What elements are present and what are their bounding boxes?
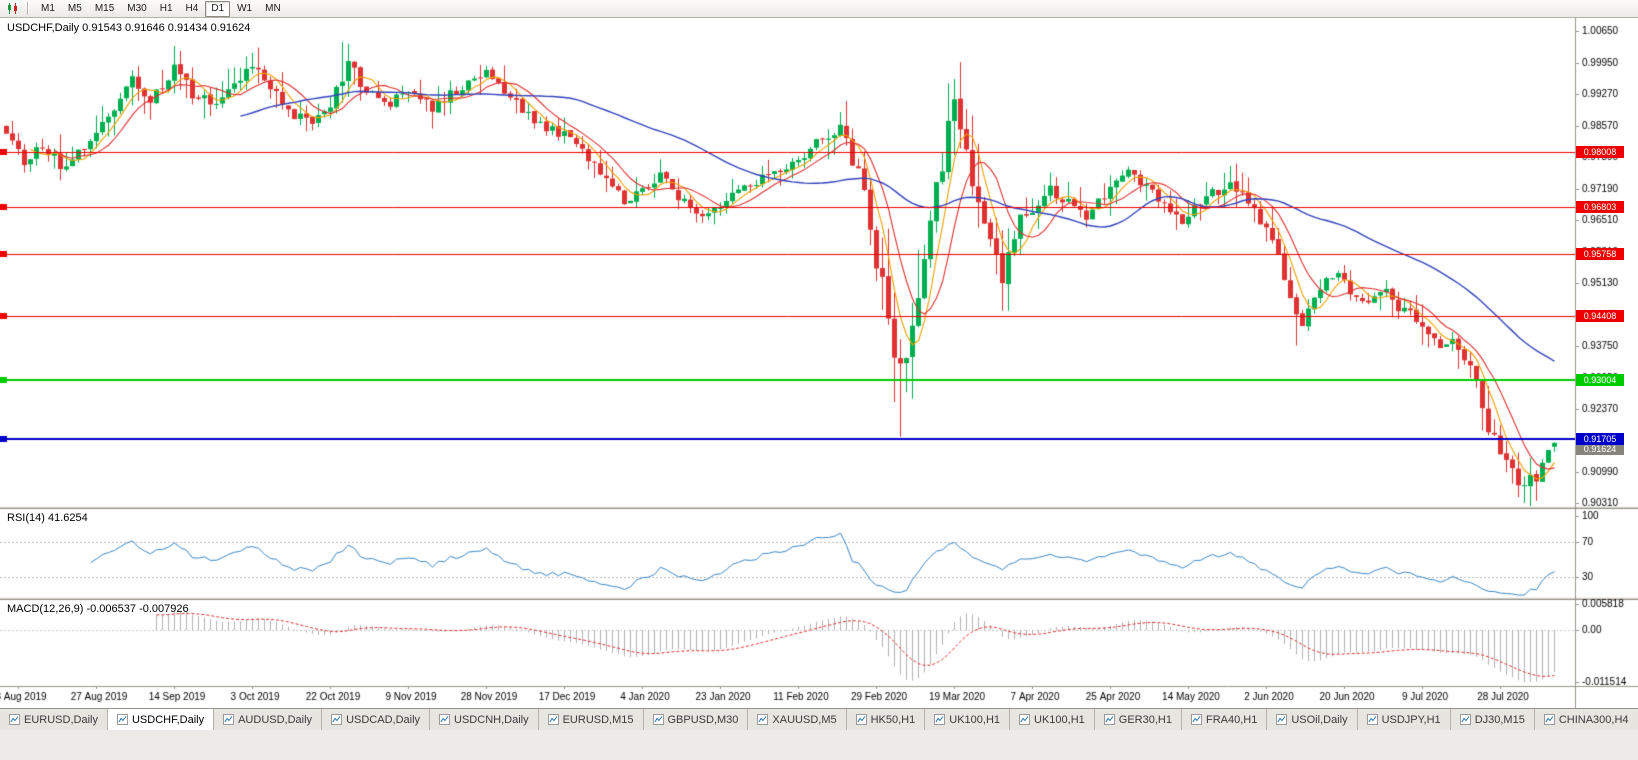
- chart-tab-hk50-h1[interactable]: HK50,H1: [846, 709, 926, 730]
- tab-label: USDCHF,Daily: [131, 713, 205, 726]
- tab-label: XAUUSD,M5: [772, 713, 837, 726]
- tab-label: UK100,H1: [949, 713, 1001, 726]
- price-level-label-0.91705: 0.91705: [1576, 433, 1624, 446]
- tab-label: UK100,H1: [1034, 713, 1085, 726]
- tab-label: DJ30,M15: [1474, 713, 1525, 726]
- price-level-label-0.93004: 0.93004: [1576, 374, 1624, 387]
- chart-tab-gbpusd-m30[interactable]: GBPUSD,M30: [643, 709, 749, 730]
- rsi-label: RSI(14) 41.6254: [7, 512, 88, 524]
- chart-tab-audusd-daily[interactable]: AUDUSD,Daily: [214, 709, 323, 730]
- tab-label: FRA40,H1: [1205, 713, 1258, 726]
- tab-label: GBPUSD,M30: [667, 713, 739, 726]
- status-bar: [0, 730, 1638, 760]
- timeframe-buttons: M1 M5 M15 M30 H1 H4 D1 W1 MN: [35, 0, 287, 17]
- mini-chart-icon: [1019, 714, 1031, 725]
- tab-label: USDCNH,Daily: [454, 713, 529, 726]
- mini-chart-icon: [1366, 714, 1378, 725]
- macd-label: MACD(12,26,9) -0.006537 -0.007926: [7, 603, 189, 615]
- timeframe-button-m1[interactable]: M1: [41, 2, 55, 14]
- mini-chart-icon: [9, 714, 20, 725]
- mini-chart-icon: [223, 714, 235, 725]
- mini-chart-icon: [1276, 714, 1288, 725]
- toolbar-separator: [27, 2, 29, 15]
- current-price-label: 0.91624: [1576, 443, 1624, 456]
- mini-chart-icon: [547, 714, 559, 725]
- tab-label: AUDUSD,Daily: [238, 713, 313, 726]
- tab-label: HK50,H1: [870, 713, 916, 726]
- tab-label: EURUSD,M15: [562, 713, 634, 726]
- timeframe-button-m30[interactable]: M30: [127, 2, 147, 14]
- chart-tab-dj30-m15[interactable]: DJ30,M15: [1450, 709, 1535, 730]
- chart-tab-usdcnh-daily[interactable]: USDCNH,Daily: [430, 709, 539, 730]
- timeframes-toolbar: M1 M5 M15 M30 H1 H4 D1 W1 MN: [0, 0, 1638, 18]
- mini-chart-icon: [1103, 714, 1115, 725]
- chart-tab-xauusd-m5[interactable]: XAUUSD,M5: [748, 709, 847, 730]
- mini-chart-icon: [1190, 714, 1202, 725]
- chart-tab-usdchf-daily[interactable]: USDCHF,Daily: [107, 709, 215, 730]
- mini-chart-icon: [331, 714, 343, 725]
- chart-tab-china300-h4[interactable]: CHINA300,H4: [1534, 709, 1638, 730]
- chart-tab-eurusd-m15[interactable]: EURUSD,M15: [538, 709, 644, 730]
- chart-tab-usdcad-daily[interactable]: USDCAD,Daily: [322, 709, 431, 730]
- tab-label: USOil,Daily: [1291, 713, 1348, 726]
- chart-tab-ger30-h1[interactable]: GER30,H1: [1094, 709, 1182, 730]
- timeframe-button-m5[interactable]: M5: [67, 2, 82, 14]
- chart-title: USDCHF,Daily 0.91543 0.91646 0.91434 0.9…: [7, 22, 251, 34]
- price-level-label-0.98008: 0.98008: [1576, 145, 1624, 158]
- mini-chart-icon: [855, 714, 867, 725]
- chart-tab-fra40-h1[interactable]: FRA40,H1: [1181, 709, 1268, 730]
- tab-label: USDJPY,H1: [1381, 713, 1441, 726]
- price-level-label-0.94408: 0.94408: [1576, 309, 1624, 322]
- mini-chart-icon: [757, 714, 769, 725]
- candlestick-chart-icon[interactable]: [3, 1, 21, 16]
- mini-chart-icon: [1459, 714, 1471, 725]
- tab-label: EURUSD,Daily: [24, 713, 98, 726]
- timeframe-button-m15[interactable]: M15: [94, 2, 115, 14]
- timeframe-button-w1[interactable]: W1: [237, 2, 253, 14]
- mini-chart-icon: [934, 714, 946, 725]
- chart-tab-usdjpy-h1[interactable]: USDJPY,H1: [1357, 709, 1451, 730]
- chart-tab-uk100-h1[interactable]: UK100,H1: [1010, 709, 1095, 730]
- price-level-label-0.96803: 0.96803: [1576, 200, 1624, 213]
- tab-label: CHINA300,H4: [1558, 713, 1629, 726]
- price-chart-canvas[interactable]: [0, 18, 1638, 708]
- tab-label: USDCAD,Daily: [346, 713, 421, 726]
- timeframe-button-h1[interactable]: H1: [159, 2, 173, 14]
- timeframe-button-h4[interactable]: H4: [185, 2, 199, 14]
- chart-tab-uk100-h1[interactable]: UK100,H1: [925, 709, 1011, 730]
- mini-chart-icon: [652, 714, 664, 725]
- mini-chart-icon: [439, 714, 451, 725]
- timeframe-button-d1[interactable]: D1: [205, 0, 231, 17]
- chart-window: USDCHF,Daily 0.91543 0.91646 0.91434 0.9…: [0, 18, 1638, 708]
- mini-chart-icon: [1543, 714, 1555, 725]
- chart-tab-eurusd-daily[interactable]: EURUSD,Daily: [0, 709, 108, 730]
- tab-label: GER30,H1: [1118, 713, 1172, 726]
- chart-tab-usoil-daily[interactable]: USOil,Daily: [1267, 709, 1358, 730]
- chart-tabs: EURUSD,Daily USDCHF,Daily AUDUSD,Daily USDC…: [0, 708, 1638, 730]
- price-level-label-0.95758: 0.95758: [1576, 248, 1624, 261]
- timeframe-button-mn[interactable]: MN: [265, 2, 281, 14]
- mini-chart-icon: [116, 714, 128, 725]
